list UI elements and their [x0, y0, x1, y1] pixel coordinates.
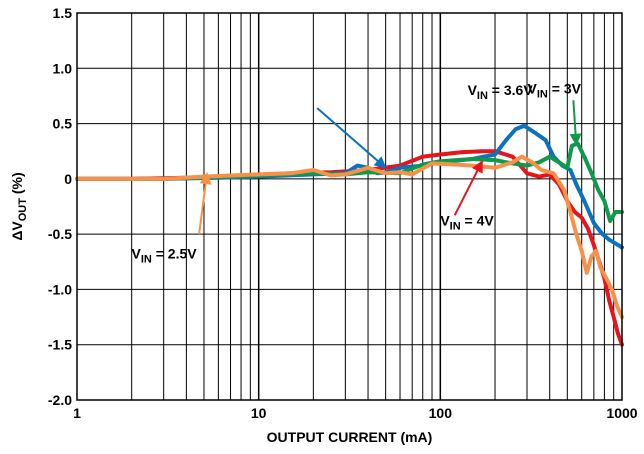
series-line-3 [75, 154, 624, 320]
y-tick-label: 1.5 [53, 5, 73, 21]
x-axis-title: OUTPUT CURRENT (mA) [267, 429, 433, 445]
series-label-3: VIN = 2.5V [132, 245, 198, 265]
y-axis-title-subscript: OUT [17, 198, 29, 222]
y-tick-label: -1.0 [48, 281, 72, 297]
x-axis-ticks: 1 10 100 1000 [73, 405, 638, 421]
series-line-2 [75, 141, 624, 223]
y-tick-label: -0.5 [48, 226, 72, 242]
annotation-arrow [198, 172, 212, 235]
x-tick-label: 1000 [606, 405, 637, 421]
x-tick-label: 1 [73, 405, 81, 421]
y-axis-ticks: 1.5 1.0 0.5 0 -0.5 -1.0 -1.5 -2.0 [48, 5, 72, 408]
y-tick-label: -1.5 [48, 337, 72, 353]
y-tick-label: 0 [64, 171, 72, 187]
y-tick-label: 1.0 [53, 60, 73, 76]
annotation-arrow [316, 107, 387, 169]
plot-area-frame [76, 12, 623, 401]
y-tick-label: 0.5 [53, 116, 73, 132]
annotation-arrow [569, 100, 582, 146]
series-label-2: VIN = 3.6V [468, 82, 534, 102]
grid [77, 13, 622, 400]
y-axis-title-base: ΔV [9, 221, 25, 241]
series-line-1 [75, 123, 624, 250]
series-group [75, 123, 624, 347]
series-label-1: VIN = 3V [528, 81, 582, 101]
y-axis-title: ΔVOUT (%) [9, 172, 29, 240]
y-tick-label: -2.0 [48, 392, 72, 408]
x-tick-label: 10 [251, 405, 267, 421]
x-tick-label: 100 [429, 405, 453, 421]
y-axis-title-unit: (%) [9, 172, 25, 198]
annotation-arrow [453, 160, 484, 216]
series-label-0: VIN = 4V [440, 212, 494, 232]
